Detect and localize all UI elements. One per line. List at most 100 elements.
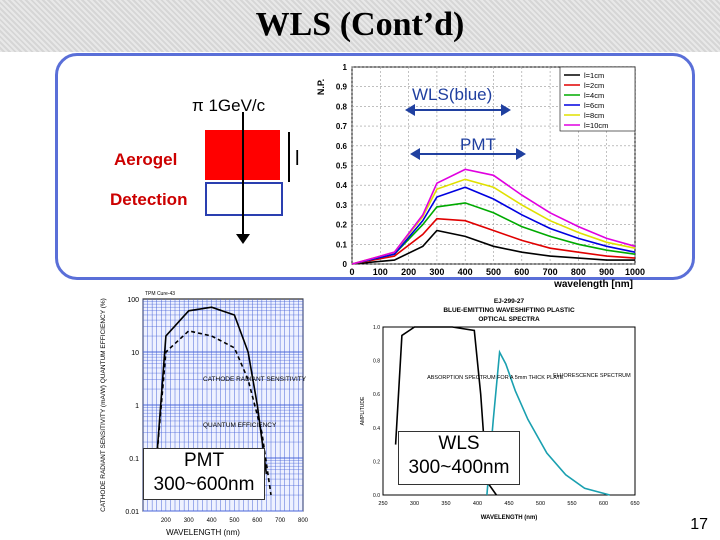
series-line bbox=[351, 168, 636, 265]
curve-annotation: CATHODE RADIANT SENSITIVITY bbox=[203, 376, 307, 383]
x-tick-label: 100 bbox=[373, 267, 388, 277]
arrow-left-icon bbox=[405, 104, 415, 116]
x-tick-label: 1000 bbox=[625, 267, 645, 277]
legend-box bbox=[559, 66, 636, 132]
series-line bbox=[155, 330, 272, 496]
y-axis-label: AMPLITUDE bbox=[360, 396, 366, 425]
x-tick-label: 500 bbox=[229, 518, 240, 524]
legend-entry: l=6cm bbox=[584, 101, 604, 110]
y-tick-label: 0.6 bbox=[336, 142, 348, 151]
chart-title-line: BLUE-EMITTING WAVESHIFTING PLASTIC bbox=[443, 307, 575, 314]
x-tick-label: 800 bbox=[571, 267, 586, 277]
x-tick-label: 200 bbox=[161, 518, 172, 524]
legend-entry: l=10cm bbox=[584, 121, 608, 130]
wls-block bbox=[205, 182, 283, 216]
aerogel-label: Aerogel bbox=[114, 150, 178, 169]
y-tick-label: 0.4 bbox=[373, 426, 380, 432]
pmt-sensitivity-chart: 200 300 400 500 600 700 800 100 10 1 0.1 0.01 TPM Cu… bbox=[100, 291, 309, 537]
x-axis-label: wavelength [nm] bbox=[553, 279, 633, 290]
y-tick-label: 0.6 bbox=[373, 392, 380, 398]
y-tick-label: 0.3 bbox=[336, 201, 348, 210]
page-title: WLS (Cont’d) bbox=[255, 6, 465, 43]
y-tick-label: 0 bbox=[343, 260, 348, 269]
series-line bbox=[486, 349, 611, 496]
y-tick-label: 1 bbox=[343, 63, 348, 72]
pmt-range-text: PMT 300~600nm bbox=[153, 450, 255, 495]
y-tick-label: 0.2 bbox=[373, 459, 380, 465]
arrow-down-icon bbox=[236, 234, 250, 244]
wls-range-box: WLS 300~400nm bbox=[398, 431, 520, 485]
y-tick-label: 0.7 bbox=[336, 122, 348, 131]
y-tick-label: 0.5 bbox=[336, 162, 348, 171]
pmt-range-box: PMT 300~600nm bbox=[143, 448, 265, 500]
arrow-right-icon bbox=[516, 148, 526, 160]
y-tick-label: 0.4 bbox=[336, 181, 348, 190]
curve-annotation: FLUORESCENCE SPECTRUM bbox=[553, 373, 631, 379]
y-tick-label: 100 bbox=[127, 297, 139, 304]
x-tick-label: 300 bbox=[429, 267, 444, 277]
y-tick-label: 0.8 bbox=[336, 102, 348, 111]
legend-entry: l=4cm bbox=[584, 91, 604, 100]
wls-blue-label: WLS(blue) bbox=[412, 85, 493, 104]
chart-title-line: OPTICAL SPECTRA bbox=[478, 316, 540, 323]
x-tick-label: 500 bbox=[486, 267, 501, 277]
x-tick-label: 600 bbox=[514, 267, 529, 277]
y-tick-label: 1 bbox=[135, 403, 139, 410]
length-label: l bbox=[295, 148, 300, 170]
chart-title-line: EJ-299-27 bbox=[494, 298, 525, 305]
x-tick-label: 300 bbox=[410, 501, 419, 507]
curve-annotation: QUANTUM EFFICIENCY bbox=[203, 422, 277, 429]
title-band bbox=[0, 0, 720, 52]
legend-entry: l=8cm bbox=[584, 111, 604, 120]
legend-entry: l=1cm bbox=[584, 71, 604, 80]
arrow-right-icon bbox=[501, 104, 511, 116]
series-line bbox=[155, 306, 268, 475]
np-wavelength-chart: 0 100 200 300 400 500 600 700 800 900 1000 0 0.1 0.2 0… bbox=[316, 63, 645, 290]
x-tick-label: 650 bbox=[630, 501, 639, 507]
y-tick-label: 10 bbox=[131, 350, 139, 357]
x-tick-label: 550 bbox=[567, 501, 576, 507]
x-tick-label: 600 bbox=[252, 518, 263, 524]
y-axis-label: N.P. bbox=[316, 79, 326, 95]
x-axis-label: WAVELENGTH (nm) bbox=[481, 515, 538, 521]
y-axis-label: CATHODE RADIANT SENSITIVITY (mA/W) QUANT… bbox=[100, 298, 107, 512]
pmt-label: PMT bbox=[460, 135, 496, 154]
wls-spectra-chart: EJ-299-27 BLUE-EMITTING WAVESHIFTING PLAS… bbox=[360, 298, 640, 521]
wls-range-text: WLS 300~400nm bbox=[408, 433, 510, 478]
series-line bbox=[351, 217, 636, 265]
x-tick-label: 200 bbox=[401, 267, 416, 277]
x-tick-label: 700 bbox=[543, 267, 558, 277]
series-line bbox=[351, 202, 636, 265]
chart-caption: TPM Cure-43 bbox=[145, 291, 175, 297]
diagram-frame bbox=[55, 53, 695, 280]
arrow-left-icon bbox=[410, 148, 420, 160]
x-tick-label: 0 bbox=[349, 267, 354, 277]
x-tick-label: 800 bbox=[298, 518, 309, 524]
x-tick-label: 450 bbox=[504, 501, 513, 507]
x-tick-label: 400 bbox=[473, 501, 482, 507]
x-tick-label: 700 bbox=[275, 518, 286, 524]
series-line bbox=[351, 229, 635, 265]
x-tick-label: 600 bbox=[599, 501, 608, 507]
y-tick-label: 1.0 bbox=[373, 325, 380, 331]
length-marker bbox=[288, 132, 290, 182]
x-tick-label: 500 bbox=[536, 501, 545, 507]
x-tick-label: 900 bbox=[599, 267, 614, 277]
detection-label: Detection bbox=[110, 190, 188, 209]
pmt-range-line bbox=[420, 153, 516, 155]
x-tick-label: 400 bbox=[458, 267, 473, 277]
pion-track bbox=[242, 112, 244, 240]
y-tick-label: 0.1 bbox=[336, 240, 348, 249]
page-number: 17 bbox=[690, 516, 708, 533]
series-line bbox=[351, 186, 636, 265]
x-tick-label: 300 bbox=[184, 518, 195, 524]
x-tick-label: 400 bbox=[207, 518, 218, 524]
wls-range-line bbox=[415, 109, 501, 111]
pi-momentum-label: π 1GeV/c bbox=[192, 96, 266, 115]
y-tick-label: 0.9 bbox=[336, 83, 348, 92]
y-tick-label: 0.01 bbox=[125, 509, 139, 516]
x-axis-label: WAVELENGTH (nm) bbox=[166, 528, 240, 537]
curve-annotation: ABSORPTION SPECTRUM FOR A 5mm THICK PLAT… bbox=[427, 375, 564, 381]
x-tick-label: 250 bbox=[378, 501, 387, 507]
y-tick-label: 0.1 bbox=[129, 456, 139, 463]
